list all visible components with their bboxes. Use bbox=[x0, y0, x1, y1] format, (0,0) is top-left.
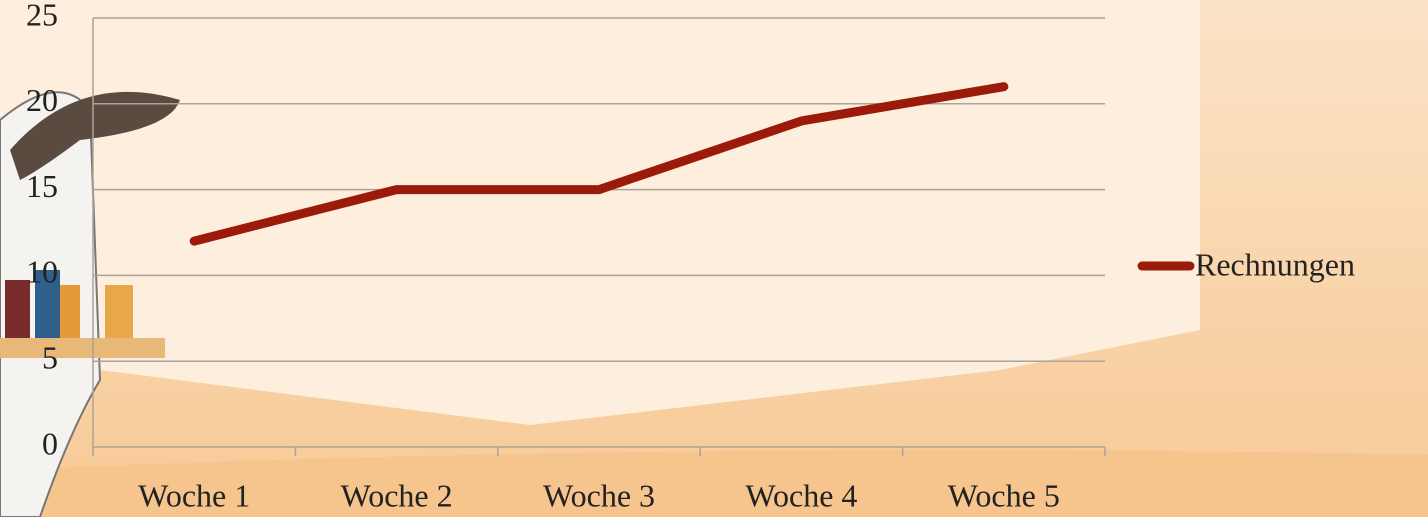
y-tick-label: 25 bbox=[26, 0, 58, 32]
y-tick-label: 15 bbox=[26, 168, 58, 204]
page: {"chart_data": {"type": "line", "categor… bbox=[0, 0, 1428, 517]
legend-label: Rechnungen bbox=[1195, 246, 1355, 282]
y-tick-label: 10 bbox=[26, 254, 58, 290]
x-tick-label: Woche 1 bbox=[138, 477, 250, 513]
x-tick-label: Woche 2 bbox=[341, 477, 453, 513]
x-tick-label: Woche 4 bbox=[745, 477, 857, 513]
y-tick-label: 5 bbox=[42, 340, 58, 376]
chart: 0 5 10 15 20 25 Woche 1 Woche 2 Woche 3 Woche 4 Wo… bbox=[0, 0, 1428, 517]
x-tick-label: Woche 3 bbox=[543, 477, 655, 513]
y-tick-label: 0 bbox=[42, 425, 58, 461]
y-tick-label: 20 bbox=[26, 82, 58, 118]
x-tick-label: Woche 5 bbox=[948, 477, 1060, 513]
